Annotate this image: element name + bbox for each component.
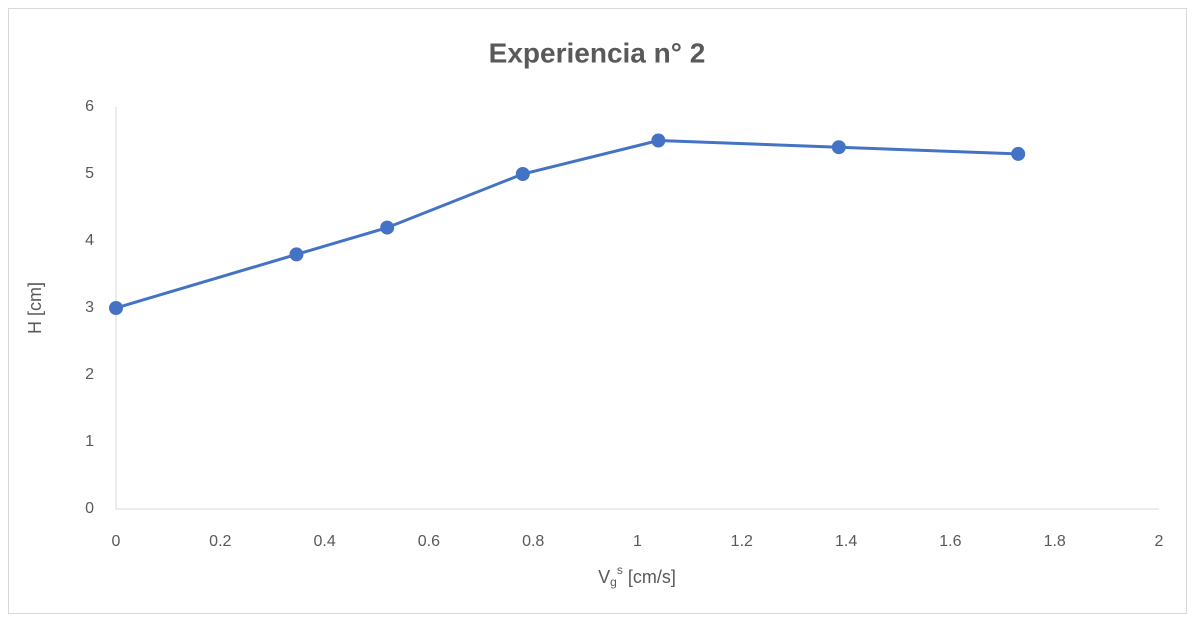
x-tick-label: 0.6 xyxy=(418,533,440,550)
x-tick-label: 1.2 xyxy=(731,533,753,550)
marker xyxy=(289,247,304,262)
x-axis-label: Vgs [cm/s] xyxy=(598,563,676,589)
x-tick-label: 1.6 xyxy=(939,533,961,550)
x-tick-label: 0.2 xyxy=(209,533,231,550)
x-tick-label: 2 xyxy=(1155,533,1164,550)
x-label-sup: s xyxy=(617,563,623,577)
x-tick-label: 0.4 xyxy=(313,533,335,550)
marker xyxy=(1011,146,1026,161)
x-tick-label: 1.4 xyxy=(835,533,857,550)
y-tick-label: 1 xyxy=(85,433,94,450)
x-label-part: V xyxy=(598,567,610,587)
y-tick-label: 4 xyxy=(85,232,94,249)
y-tick-label: 0 xyxy=(85,500,94,517)
y-tick-label: 6 xyxy=(85,98,94,115)
x-label-part: [cm/s] xyxy=(623,567,676,587)
marker xyxy=(651,133,666,148)
y-tick-label: 2 xyxy=(85,366,94,383)
y-axis-label: H [cm] xyxy=(25,282,45,334)
chart-title: Experiencia n° 2 xyxy=(489,37,706,68)
marker xyxy=(380,220,395,235)
y-tick-label: 3 xyxy=(85,299,94,316)
marker xyxy=(109,301,123,315)
y-tick-label: 5 xyxy=(85,165,94,182)
x-tick-label: 1.8 xyxy=(1044,533,1066,550)
x-tick-label: 1 xyxy=(633,533,642,550)
x-label-sub: g xyxy=(610,575,617,589)
x-tick-label: 0 xyxy=(112,533,121,550)
chart-border xyxy=(8,8,1187,614)
marker xyxy=(515,167,530,181)
x-tick-label: 0.8 xyxy=(522,533,544,550)
marker xyxy=(831,140,846,155)
